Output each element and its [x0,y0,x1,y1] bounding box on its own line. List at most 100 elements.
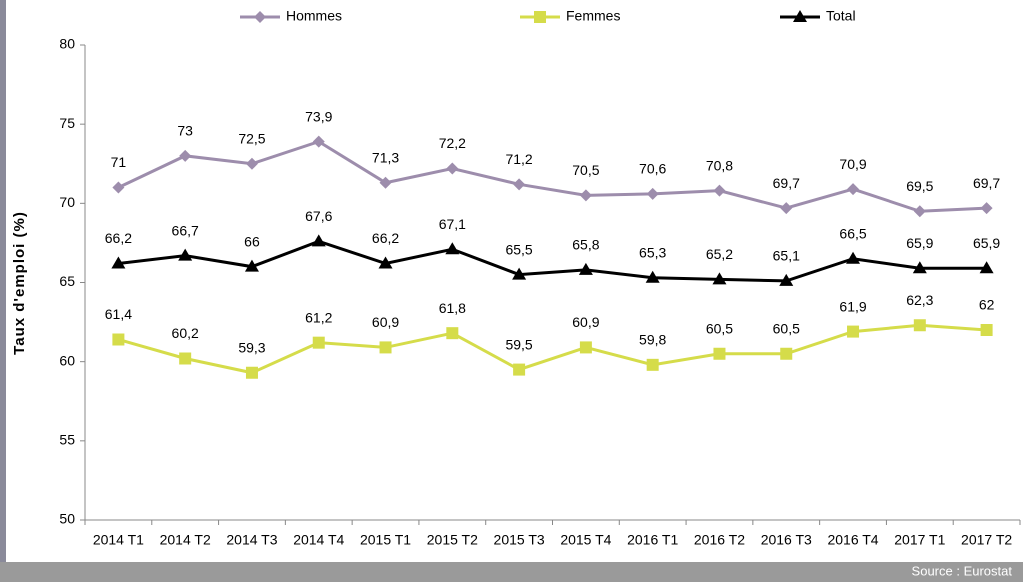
x-tick-label: 2016 T4 [827,532,878,548]
data-label: 61,8 [439,300,466,316]
data-label: 73,9 [305,108,332,124]
y-tick-label: 75 [59,115,75,131]
y-tick-label: 50 [59,511,75,527]
x-tick-label: 2014 T4 [293,532,344,548]
x-tick-label: 2016 T1 [627,532,678,548]
point [312,135,325,148]
point [847,183,860,196]
data-label: 66,7 [172,222,199,238]
point [780,347,793,360]
series-line [117,139,987,213]
data-label: 70,5 [572,162,599,178]
point [578,262,593,275]
point [779,273,794,286]
data-label: 71,2 [505,151,532,167]
data-label: 62 [979,297,995,313]
point [579,341,592,354]
legend-marker [254,11,266,23]
point [379,341,392,354]
data-label: 71,3 [372,149,399,165]
point [979,261,994,274]
data-label: 61,2 [305,309,332,325]
series-line [117,323,987,375]
data-label: 60,9 [372,314,399,330]
data-label: 65,9 [973,235,1000,251]
data-label: 59,5 [505,336,532,352]
side-bar [0,0,6,582]
data-label: 59,3 [238,339,265,355]
data-label: 67,1 [439,216,466,232]
data-label: 61,9 [839,298,866,314]
x-tick-label: 2015 T4 [560,532,611,548]
x-tick-label: 2015 T1 [360,532,411,548]
point [244,259,259,272]
data-label: 62,3 [906,292,933,308]
point [913,205,926,218]
point [513,178,526,191]
data-label: 73 [177,123,193,139]
point [913,319,926,332]
data-label: 65,3 [639,244,666,260]
data-label: 71 [111,154,127,170]
data-label: 65,8 [572,237,599,253]
point [713,347,726,360]
point [446,162,459,175]
point [178,248,193,261]
x-tick-label: 2014 T1 [93,532,144,548]
x-tick-label: 2014 T3 [226,532,277,548]
point [712,272,727,285]
y-tick-label: 80 [59,36,75,52]
point [112,333,125,346]
data-label: 69,5 [906,178,933,194]
data-label: 60,5 [706,320,733,336]
point [179,352,192,365]
x-tick-label: 2014 T2 [160,532,211,548]
point [245,157,258,170]
legend-label: Hommes [286,8,342,24]
data-label: 69,7 [973,175,1000,191]
footer-bar [0,562,1023,582]
data-label: 66 [244,233,260,249]
y-tick-label: 60 [59,352,75,368]
point [179,149,192,162]
point [312,336,325,349]
point [445,242,460,255]
point [111,256,126,269]
data-label: 60,5 [773,320,800,336]
y-tick-label: 65 [59,273,75,289]
data-label: 72,2 [439,135,466,151]
source: Source : Eurostat [912,563,1013,578]
data-label: 65,2 [706,246,733,262]
series-line [118,239,987,283]
point [780,202,793,215]
point [912,261,927,274]
point [112,181,125,194]
point [512,267,527,280]
legend-label: Total [826,8,856,24]
legend-label: Femmes [566,8,620,24]
data-label: 70,6 [639,161,666,177]
data-label: 61,4 [105,306,132,322]
data-label: 65,5 [505,241,532,257]
data-label: 70,8 [706,157,733,173]
data-label: 65,9 [906,235,933,251]
y-tick-label: 55 [59,432,75,448]
point [980,202,993,215]
data-label: 66,2 [105,230,132,246]
point [645,270,660,283]
x-tick-label: 2015 T3 [494,532,545,548]
point [311,234,326,247]
x-tick-label: 2016 T2 [694,532,745,548]
data-label: 65,1 [773,248,800,264]
x-tick-label: 2015 T2 [427,532,478,548]
point [646,187,659,200]
data-label: 67,6 [305,208,332,224]
point [847,325,860,338]
point [513,363,526,376]
y-tick-label: 70 [59,194,75,210]
point [646,358,659,371]
x-tick-label: 2016 T3 [761,532,812,548]
legend-marker [534,11,546,23]
point [378,256,393,269]
